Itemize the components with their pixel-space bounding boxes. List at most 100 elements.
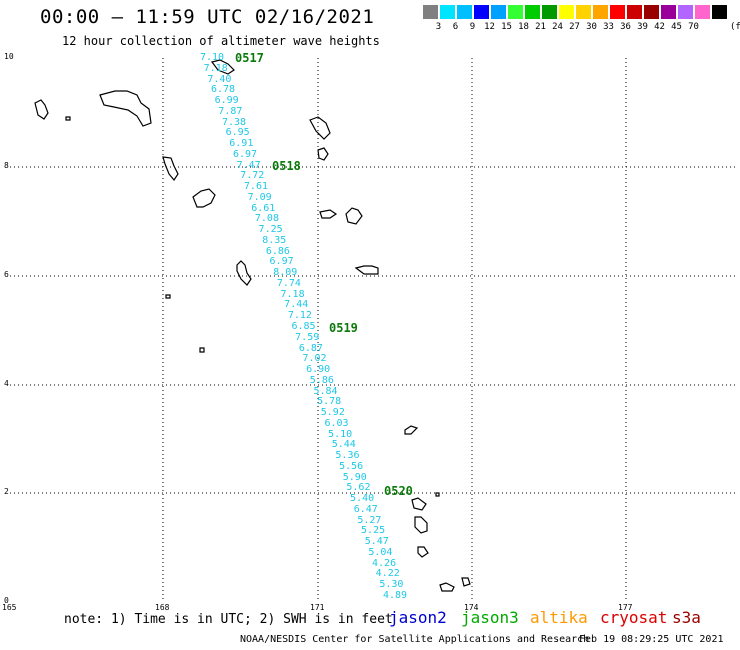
scale-label: 27 bbox=[569, 22, 580, 32]
scale-label: 9 bbox=[469, 22, 476, 32]
wave-height-value: 6.47 bbox=[353, 503, 378, 515]
wave-height-value: 5.40 bbox=[350, 493, 375, 505]
wave-height-value: 6.90 bbox=[306, 364, 331, 376]
wave-height-value: 7.18 bbox=[203, 62, 228, 74]
island-outline bbox=[65, 116, 71, 121]
wave-height-value: 7.18 bbox=[280, 288, 305, 300]
time-label: 0518 bbox=[272, 159, 301, 173]
island-outline bbox=[354, 265, 379, 275]
wave-height-value: 5.56 bbox=[339, 460, 364, 472]
island-outline bbox=[99, 90, 152, 127]
island-outline bbox=[345, 207, 363, 225]
wave-height-value: 6.97 bbox=[232, 148, 258, 160]
island-outline bbox=[319, 209, 338, 219]
scale-label: 12 bbox=[484, 22, 495, 32]
wave-height-value: 5.84 bbox=[313, 385, 338, 397]
island-outline bbox=[461, 577, 471, 587]
wave-height-value: 7.08 bbox=[254, 213, 279, 225]
wave-height-value: 5.47 bbox=[364, 536, 389, 548]
time-label: 0520 bbox=[384, 484, 413, 498]
y-axis-tick-label: 2 bbox=[4, 487, 9, 496]
wave-height-value: 7.09 bbox=[247, 191, 272, 203]
y-axis-tick-label: 6 bbox=[4, 270, 9, 279]
scale-swatch bbox=[508, 5, 523, 19]
scale-label: 21 bbox=[535, 22, 546, 32]
x-axis-tick-label: 174 bbox=[464, 603, 479, 612]
wave-height-value: 6.61 bbox=[251, 202, 276, 214]
wave-height-value: 5.78 bbox=[317, 396, 342, 408]
time-label: 0519 bbox=[329, 321, 358, 335]
wave-height-value: 5.04 bbox=[368, 546, 393, 558]
island-outline bbox=[317, 147, 329, 161]
island-outline bbox=[192, 188, 216, 208]
wave-height-value: 5.44 bbox=[331, 439, 356, 451]
island-outline bbox=[309, 116, 331, 140]
satellite-label: jason2 bbox=[389, 608, 447, 627]
wave-height-value: 7.12 bbox=[287, 310, 312, 322]
x-axis-tick-label: 165 bbox=[2, 603, 17, 612]
footer-credit: NOAA/NESDIS Center for Satellite Applica… bbox=[240, 634, 724, 645]
island-outline bbox=[435, 492, 440, 497]
scale-swatch bbox=[457, 5, 472, 19]
scale-label: 45 bbox=[671, 22, 682, 32]
wave-height-value: 6.91 bbox=[229, 138, 254, 150]
wave-height-value: 4.22 bbox=[375, 568, 400, 580]
island-outline bbox=[34, 99, 49, 120]
footer-timestamp: Feb 19 08:29:25 UTC 2021 bbox=[579, 634, 724, 645]
wave-height-value: 7.59 bbox=[295, 331, 320, 343]
wave-height-value: 5.25 bbox=[361, 525, 386, 537]
x-axis-tick-label: 171 bbox=[310, 603, 325, 612]
scale-swatch bbox=[423, 5, 438, 19]
scale-swatch bbox=[474, 5, 489, 19]
wave-height-value: 6.85 bbox=[291, 321, 316, 332]
scale-label: 6 bbox=[452, 22, 459, 32]
wave-height-value: 5.30 bbox=[379, 579, 404, 591]
scale-swatch bbox=[695, 5, 710, 19]
island-outline bbox=[165, 294, 171, 299]
islands bbox=[34, 59, 471, 592]
scale-label: 36 bbox=[620, 22, 631, 32]
satellite-label: jason3 bbox=[461, 608, 519, 627]
scale-label: 3 bbox=[435, 22, 442, 32]
wave-height-value: 7.72 bbox=[240, 170, 265, 182]
wave-height-value: 5.86 bbox=[309, 374, 334, 386]
scale-label: 42 bbox=[654, 22, 665, 32]
wave-height-value: 7.10 bbox=[200, 52, 225, 63]
scale-swatch bbox=[593, 5, 608, 19]
scale-unit-label: (ft) bbox=[730, 22, 740, 32]
scale-swatch bbox=[661, 5, 676, 19]
page-title: 00:00 – 11:59 UTC 02/16/2021 bbox=[40, 6, 375, 28]
y-axis-tick-label: 8 bbox=[4, 161, 9, 170]
island-outline bbox=[417, 546, 429, 558]
island-outline bbox=[210, 59, 235, 75]
scale-label: 15 bbox=[501, 22, 512, 32]
wave-height-value: 6.95 bbox=[225, 127, 250, 139]
scale-label: 33 bbox=[603, 22, 614, 32]
wave-height-value: 5.36 bbox=[335, 450, 360, 462]
scale-swatch bbox=[559, 5, 574, 19]
scale-label: 39 bbox=[637, 22, 648, 32]
wave-height-value: 8.09 bbox=[273, 267, 298, 279]
scale-swatch bbox=[627, 5, 642, 19]
island-outline bbox=[162, 156, 179, 182]
x-axis-tick-label: 168 bbox=[155, 603, 170, 612]
island-outline bbox=[236, 260, 252, 286]
wave-height-value: 5.92 bbox=[320, 407, 345, 419]
wave-height-value: 7.38 bbox=[221, 116, 247, 128]
island-outline bbox=[411, 497, 427, 511]
satellite-label: s3a bbox=[672, 608, 701, 627]
wave-height-value: 6.86 bbox=[265, 245, 290, 257]
island-outline bbox=[414, 516, 428, 534]
satellite-label: altika bbox=[530, 608, 588, 627]
wave-height-value: 7.25 bbox=[258, 224, 283, 236]
island-outline bbox=[199, 347, 205, 353]
wave-height-value: 7.47 bbox=[236, 159, 261, 171]
wave-height-value: 5.27 bbox=[357, 514, 382, 526]
wave-height-value: 5.90 bbox=[342, 471, 367, 483]
scale-swatch bbox=[610, 5, 625, 19]
scale-swatch bbox=[576, 5, 591, 19]
wave-height-value: 5.62 bbox=[346, 482, 371, 494]
wave-height-value: 4.26 bbox=[372, 557, 397, 569]
scale-label: 30 bbox=[586, 22, 597, 32]
